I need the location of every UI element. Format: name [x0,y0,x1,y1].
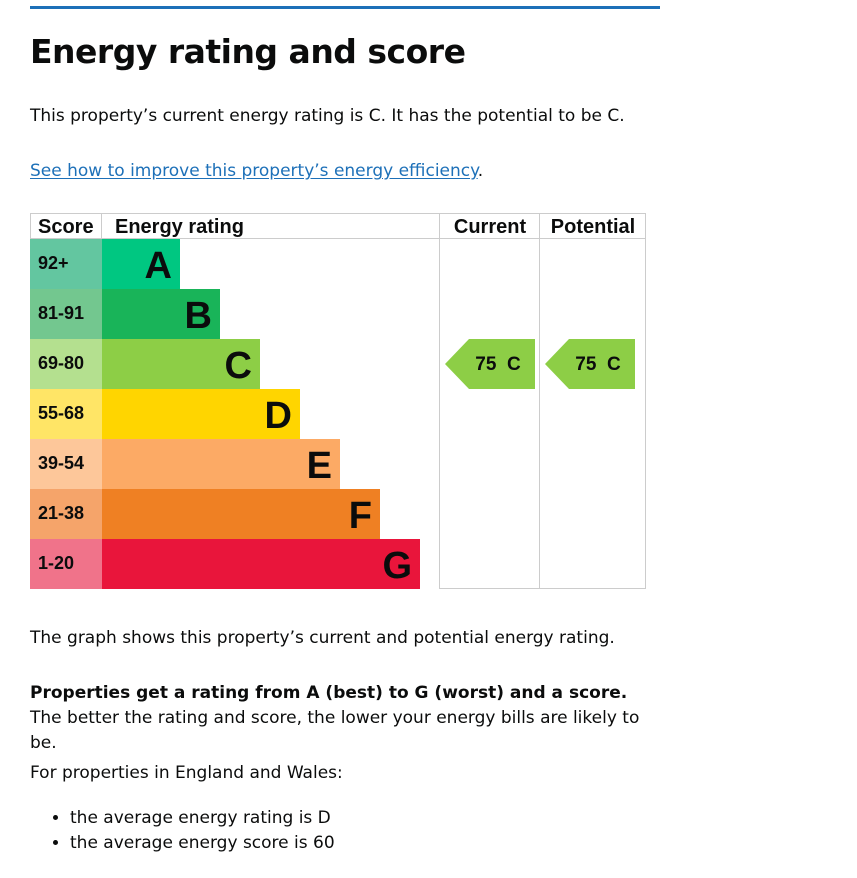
score-range-d: 55-68 [38,403,84,423]
score-cell-d [30,389,102,439]
improve-link[interactable]: See how to improve this property’s energ… [30,161,478,181]
score-cell-f [30,489,102,539]
band-letter-g: G [382,545,412,587]
averages-list: the average energy rating is D the avera… [30,806,335,856]
england-wales-heading: For properties in England and Wales: [30,763,343,783]
current-rating-label: 75 C [475,354,521,375]
band-bar-e [102,439,340,489]
band-bar-d [102,389,300,439]
page-title: Energy rating and score [30,32,466,71]
header-current: Current [454,216,527,238]
band-letter-a: A [145,245,172,287]
band-bar-c [102,339,260,389]
score-range-c: 69-80 [38,353,84,373]
intro-text: This property’s current energy rating is… [30,106,625,126]
score-cell-g [30,539,102,589]
graph-caption: The graph shows this property’s current … [30,628,615,648]
score-range-g: 1-20 [38,553,74,573]
average-score-item: the average energy score is 60 [70,831,335,856]
score-range-e: 39-54 [38,453,84,473]
band-letter-d: D [265,395,292,437]
improve-link-suffix: . [477,161,484,181]
header-score: Score [38,216,94,238]
top-rule [30,6,660,9]
score-cell-c [30,339,102,389]
score-cell-a [30,239,102,289]
score-cell-b [30,289,102,339]
rating-explanation-bold: Properties get a rating from A (best) to… [30,683,628,703]
band-bar-b [102,289,220,339]
band-letter-c: C [225,345,252,387]
score-range-f: 21-38 [38,503,84,523]
header-energy-rating: Energy rating [115,216,244,238]
rating-explanation-rest: The better the rating and score, the low… [30,708,640,753]
energy-rating-chart: 92+ A 81-91 B 69-80 C 55-68 D 39-54 E 21-38 F 1-20 G S… [30,213,646,589]
band-letter-b: B [185,295,212,337]
potential-rating-label: 75 C [575,354,621,375]
current-rating-arrow [445,339,535,389]
band-letter-f: F [349,495,372,537]
band-bar-a [102,239,180,289]
header-potential: Potential [551,216,635,238]
potential-rating-arrow [545,339,635,389]
improve-paragraph: See how to improve this property’s energ… [30,159,670,184]
band-bar-g [102,539,420,589]
band-bar-f [102,489,380,539]
score-range-a: 92+ [38,253,69,273]
average-rating-item: the average energy rating is D [70,806,335,831]
score-range-b: 81-91 [38,303,84,323]
band-letter-e: E [307,445,332,487]
rating-explanation: Properties get a rating from A (best) to… [30,681,650,756]
score-cell-e [30,439,102,489]
